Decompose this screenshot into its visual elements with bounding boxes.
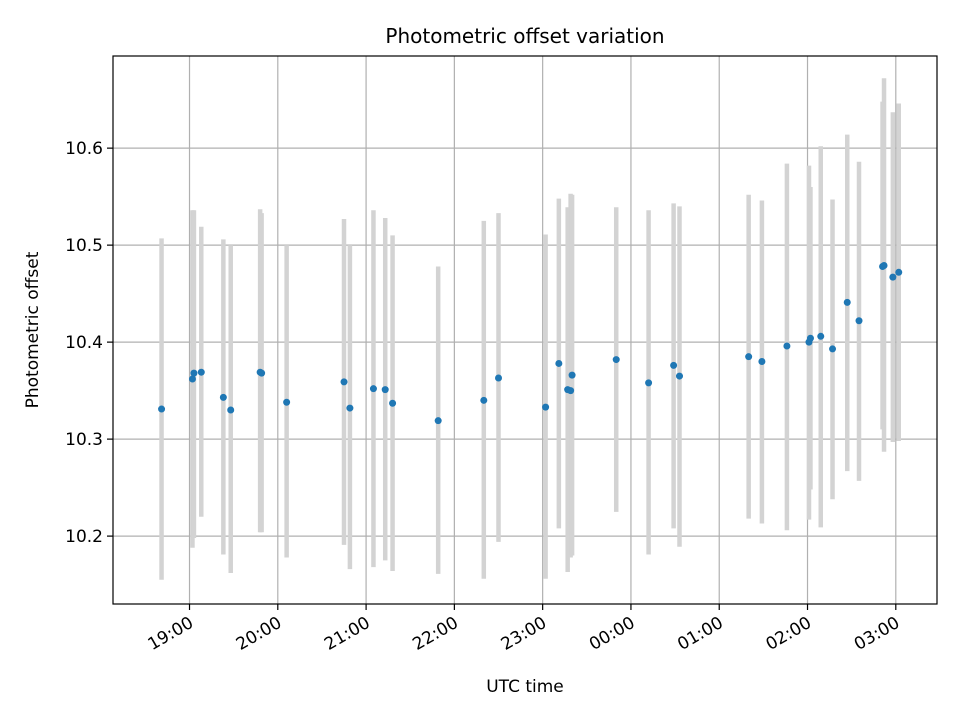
data-point [829, 345, 837, 353]
chart-title: Photometric offset variation [385, 24, 664, 48]
data-point [843, 298, 851, 306]
data-point [389, 399, 397, 407]
data-point [158, 405, 166, 413]
data-point [555, 359, 563, 367]
data-point [434, 417, 442, 425]
y-tick-label: 10.4 [65, 333, 103, 353]
data-point [495, 374, 503, 382]
y-axis-label: Photometric offset [23, 251, 43, 408]
data-point [197, 368, 205, 376]
data-point [188, 375, 196, 383]
data-point [258, 369, 266, 377]
data-point [895, 268, 903, 276]
data-point [567, 387, 575, 395]
data-point [817, 332, 825, 340]
data-point [227, 406, 235, 414]
y-tick-label: 10.2 [65, 527, 103, 547]
data-point [381, 386, 389, 394]
y-tick-label: 10.5 [65, 236, 103, 256]
data-point [190, 369, 198, 377]
x-axis-label: UTC time [486, 677, 564, 697]
data-point [340, 378, 348, 386]
data-point [568, 371, 576, 379]
plot-frame [112, 55, 938, 605]
data-point [369, 385, 377, 393]
data-point [645, 379, 653, 387]
y-tick-label: 10.6 [65, 139, 103, 159]
data-point [480, 396, 488, 404]
data-point [283, 398, 291, 406]
data-point [880, 262, 888, 270]
data-point [346, 404, 354, 412]
data-point [745, 353, 753, 361]
data-points [158, 262, 903, 425]
data-point [806, 334, 814, 342]
data-point [783, 342, 791, 350]
y-tick-label: 10.3 [65, 430, 103, 450]
grid-lines [113, 56, 937, 604]
data-point [219, 393, 227, 401]
data-point [889, 273, 897, 281]
data-point [855, 317, 863, 325]
data-point [612, 356, 620, 364]
data-point [542, 403, 550, 411]
data-point [676, 372, 683, 380]
data-point [670, 361, 678, 369]
data-point [758, 358, 766, 366]
